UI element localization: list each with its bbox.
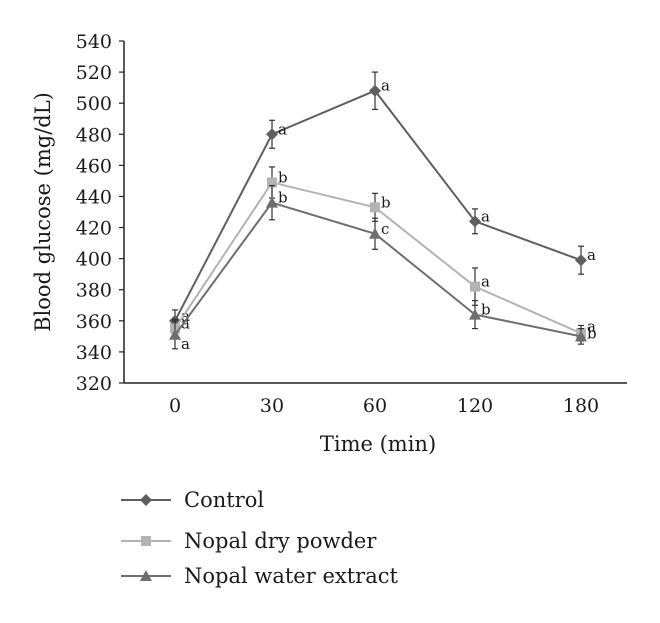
series-line [174,201,582,338]
legend-item: Nopal water extract [121,564,398,588]
significance-label: a [481,273,490,291]
data-point [369,227,381,239]
significance-label: b [587,324,597,342]
y-tick-label: 360 [76,311,112,333]
significance-label: b [381,193,391,211]
y-tick-label: 400 [76,249,112,271]
y-tick-label: 540 [76,31,112,53]
data-point [575,330,587,342]
significance-label: a [381,77,390,95]
y-tick-label: 520 [76,62,112,84]
data-point [266,128,278,141]
y-axis: 320 340 360 380 400 420 440 460 480 500 520 540 [76,31,125,395]
data-point [470,281,480,292]
legend-label: Nopal dry powder [184,529,377,553]
data-point [469,308,481,320]
y-axis-title: Blood glucose (mg/dL) [31,92,55,332]
y-tick-label: 380 [76,280,112,302]
x-tick-label: 60 [363,395,387,417]
data-point [575,254,587,267]
significance-label: a [181,335,190,353]
significance-label: b [278,168,288,186]
significance-label: b [481,301,491,319]
x-tick-label: 30 [260,395,284,417]
legend-marker [141,536,151,546]
x-axis-title: Time (min) [320,432,436,456]
data-point [369,84,381,97]
significance-label: b [278,189,288,207]
significance-label: a [481,207,490,225]
significance-label: c [381,220,389,238]
y-tick-label: 500 [76,93,112,115]
legend: Control Nopal dry powder Nopal water extra… [121,488,398,588]
y-tick-label: 340 [76,342,112,364]
x-tick-label: 180 [563,395,599,417]
legend-marker [140,494,152,506]
y-tick-label: 320 [76,373,112,395]
significance-label: a [181,315,190,333]
data-point [267,177,277,188]
data-point [469,215,481,228]
data-point [266,196,278,208]
significance-label: a [278,120,287,138]
data-point [370,202,380,213]
x-tick-label: 120 [457,395,493,417]
y-tick-label: 420 [76,218,112,240]
significance-label: a [587,246,596,264]
legend-marker [140,570,152,581]
y-tick-label: 460 [76,155,112,177]
x-axis: 0 30 60 120 180 [124,382,627,417]
significance-label: a [181,307,190,325]
y-tick-label: 480 [76,124,112,146]
legend-label: Nopal water extract [184,564,398,588]
x-tick-label: 0 [169,395,181,417]
legend-item: Control [121,488,264,512]
legend-label: Control [184,488,264,512]
y-tick-label: 440 [76,186,112,208]
significance-label: a [587,317,596,335]
data-point [169,328,181,340]
legend-item: Nopal dry powder [121,529,377,553]
